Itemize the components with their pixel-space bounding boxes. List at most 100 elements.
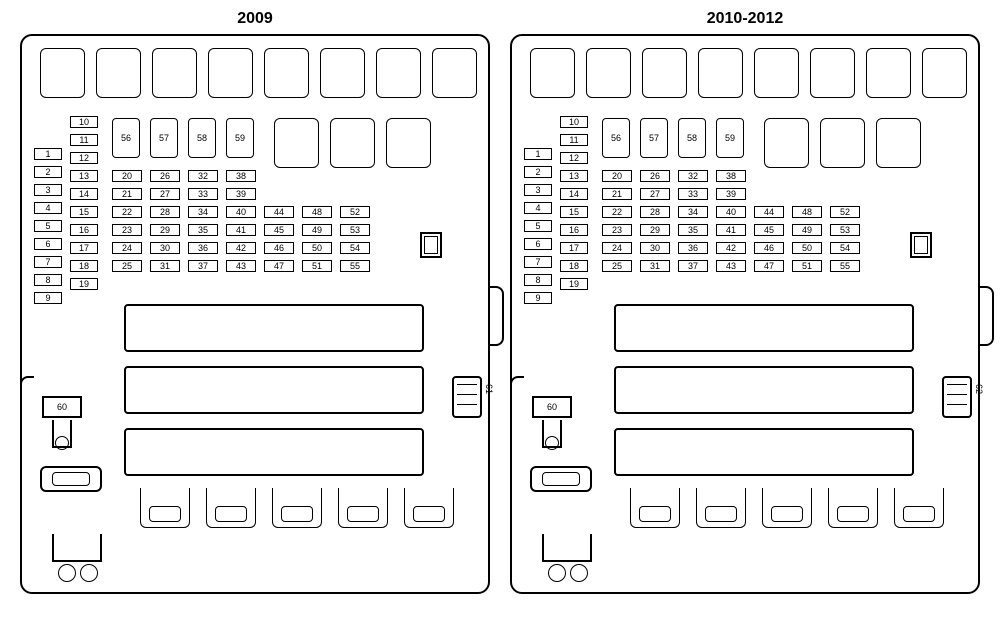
- fuse-42: 42: [716, 242, 746, 254]
- fuse-26: 26: [150, 170, 180, 182]
- side-connector-line: [947, 394, 967, 395]
- fuse-43: 43: [716, 260, 746, 272]
- bottom-slot: [404, 488, 454, 528]
- fuse-36: 36: [678, 242, 708, 254]
- fuse-25: 25: [602, 260, 632, 272]
- fuse-panel-2009: 1234567891011121314151617181956575859202…: [20, 34, 490, 594]
- top-relay: [96, 48, 141, 98]
- fuse-26: 26: [640, 170, 670, 182]
- fuse-1: 1: [34, 148, 62, 160]
- large-module-3: [614, 428, 914, 476]
- top-relay: [432, 48, 477, 98]
- fuse-50: 50: [302, 242, 332, 254]
- large-module-2: [614, 366, 914, 414]
- fuse-31: 31: [150, 260, 180, 272]
- fuse-41: 41: [226, 224, 256, 236]
- top-relay: [376, 48, 421, 98]
- fuse-7: 7: [34, 256, 62, 268]
- bottom-circle-0: [548, 564, 566, 582]
- connector-60: 60: [42, 396, 82, 418]
- fuse-47: 47: [264, 260, 294, 272]
- fuse-32: 32: [678, 170, 708, 182]
- fuse-29: 29: [150, 224, 180, 236]
- relay-59: 59: [716, 118, 744, 158]
- fuse-7: 7: [524, 256, 552, 268]
- top-relay: [152, 48, 197, 98]
- fuse-19: 19: [560, 278, 588, 290]
- fuse-55: 55: [340, 260, 370, 272]
- fuse-9: 9: [34, 292, 62, 304]
- bottom-stub: [542, 534, 592, 562]
- fuse-28: 28: [150, 206, 180, 218]
- fuse-53: 53: [830, 224, 860, 236]
- fuse-11: 11: [70, 134, 98, 146]
- fuse-52: 52: [830, 206, 860, 218]
- fuse-34: 34: [678, 206, 708, 218]
- fuse-21: 21: [112, 188, 142, 200]
- large-module-1: [614, 304, 914, 352]
- fuse-41: 41: [716, 224, 746, 236]
- fuse-48: 48: [792, 206, 822, 218]
- fuse-13: 13: [560, 170, 588, 182]
- side-connector-label: 62: [974, 384, 984, 394]
- fuse-55: 55: [830, 260, 860, 272]
- large-module-1: [124, 304, 424, 352]
- right-relay: [330, 118, 375, 168]
- large-module-2: [124, 366, 424, 414]
- top-relay: [866, 48, 911, 98]
- fuse-3: 3: [524, 184, 552, 196]
- fuse-43: 43: [226, 260, 256, 272]
- fuse-5: 5: [524, 220, 552, 232]
- top-relay: [208, 48, 253, 98]
- bottom-slot: [206, 488, 256, 528]
- bottom-slot: [762, 488, 812, 528]
- fuse-29: 29: [640, 224, 670, 236]
- fuse-39: 39: [226, 188, 256, 200]
- panel-wrap-right: 2010-2012 123456789101112131415161718195…: [510, 10, 980, 594]
- fuse-17: 17: [560, 242, 588, 254]
- side-connector-61: [452, 376, 482, 418]
- fuse-54: 54: [830, 242, 860, 254]
- fuse-53: 53: [340, 224, 370, 236]
- fuse-15: 15: [560, 206, 588, 218]
- relay-56: 56: [112, 118, 140, 158]
- fuse-51: 51: [792, 260, 822, 272]
- fuse-37: 37: [188, 260, 218, 272]
- left-connector-inner: [542, 472, 580, 486]
- fuse-40: 40: [716, 206, 746, 218]
- fuse-49: 49: [302, 224, 332, 236]
- fuse-49: 49: [792, 224, 822, 236]
- fuse-25: 25: [112, 260, 142, 272]
- fuse-45: 45: [754, 224, 784, 236]
- left-ear: [510, 376, 524, 556]
- fuse-17: 17: [70, 242, 98, 254]
- fuse-32: 32: [188, 170, 218, 182]
- fuse-36: 36: [188, 242, 218, 254]
- fuse-5: 5: [34, 220, 62, 232]
- fuse-35: 35: [188, 224, 218, 236]
- fuse-18: 18: [70, 260, 98, 272]
- fuse-11: 11: [560, 134, 588, 146]
- fuse-30: 30: [640, 242, 670, 254]
- fuse-6: 6: [34, 238, 62, 250]
- fuse-51: 51: [302, 260, 332, 272]
- fuse-4: 4: [524, 202, 552, 214]
- page: 2009 12345678910111213141516171819565758…: [10, 10, 990, 594]
- fuse-6: 6: [524, 238, 552, 250]
- bottom-slot: [272, 488, 322, 528]
- bottom-circle-1: [570, 564, 588, 582]
- bottom-slot: [140, 488, 190, 528]
- fuse-39: 39: [716, 188, 746, 200]
- fuse-42: 42: [226, 242, 256, 254]
- large-module-3: [124, 428, 424, 476]
- fuse-50: 50: [792, 242, 822, 254]
- fuse-4: 4: [34, 202, 62, 214]
- fuse-22: 22: [602, 206, 632, 218]
- fuse-21: 21: [602, 188, 632, 200]
- relay-56: 56: [602, 118, 630, 158]
- top-relay: [810, 48, 855, 98]
- fuse-8: 8: [524, 274, 552, 286]
- fuse-44: 44: [264, 206, 294, 218]
- fuse-8: 8: [34, 274, 62, 286]
- fuse-13: 13: [70, 170, 98, 182]
